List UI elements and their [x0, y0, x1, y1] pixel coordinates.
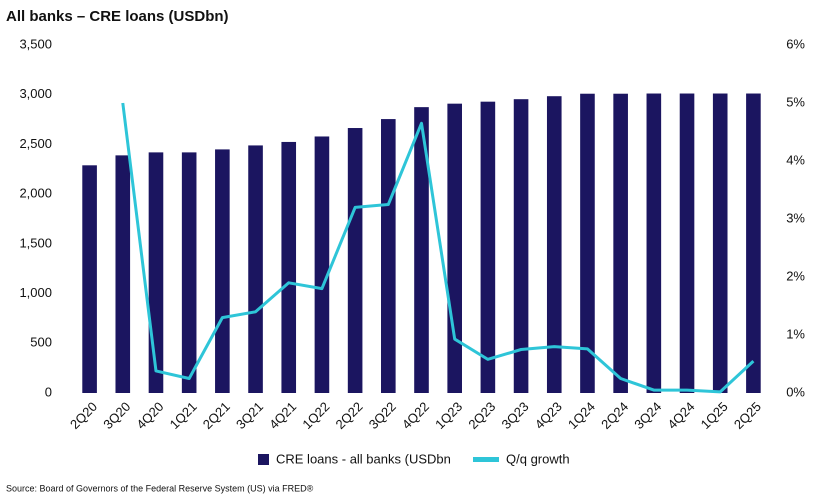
x-tick-label: 3Q20: [100, 399, 133, 432]
line: [121, 102, 755, 394]
x-tick-label: 4Q21: [266, 399, 299, 432]
y2-tick-label: 1%: [786, 326, 805, 341]
x-tick-label: 3Q22: [366, 399, 399, 432]
y2-tick-label: 4%: [786, 152, 805, 167]
y2-tick-label: 2%: [786, 268, 805, 283]
bar: [447, 103, 462, 394]
y-tick-label: 2,000: [19, 186, 52, 201]
bar: [679, 93, 695, 393]
source: Source: Board of Governors of the Federa…: [6, 483, 314, 493]
x-tick-label: 1Q24: [565, 399, 598, 432]
x-tick-label: 2Q25: [731, 399, 764, 432]
bar: [712, 93, 728, 393]
chart-title: All banks – CRE loans (USDbn): [6, 8, 229, 25]
bar: [546, 96, 562, 393]
x-tick-label: 4Q20: [133, 399, 166, 432]
bar: [215, 149, 230, 393]
bar: [746, 93, 761, 393]
x-tick-label: 4Q24: [664, 399, 697, 432]
y2-tick-label: 0%: [786, 384, 805, 399]
bar: [281, 141, 297, 393]
bar: [82, 165, 97, 393]
y-tick-label: 500: [30, 335, 52, 350]
x-tick-label: 2Q20: [67, 399, 100, 432]
y-tick-label: 1,000: [19, 285, 52, 300]
x-tick-label: 2Q22: [333, 399, 366, 432]
y2-tick-label: 3%: [786, 210, 805, 225]
x-tick-label: 4Q23: [532, 399, 565, 432]
bar: [513, 99, 529, 393]
bar: [414, 107, 429, 394]
legend-swatch: [258, 454, 269, 465]
x-tick-label: 1Q21: [167, 399, 200, 432]
bar: [181, 152, 197, 393]
bar: [480, 101, 496, 393]
legend-label: CRE loans - all banks (USDbn: [276, 451, 451, 466]
bar: [115, 155, 131, 393]
x-tick-label: 3Q21: [233, 399, 266, 432]
bar: [381, 119, 396, 394]
y-tick-label: 2,500: [19, 136, 52, 151]
y2-tick-label: 5%: [786, 94, 805, 109]
bar: [248, 145, 263, 393]
x-tick-label: 2Q24: [598, 399, 631, 432]
legend-label: Q/q growth: [506, 451, 570, 466]
x-tick-label: 3Q24: [631, 399, 664, 432]
bar: [314, 136, 330, 393]
x-tick-label: 1Q22: [299, 399, 332, 432]
y2-tick-label: 6%: [786, 36, 805, 51]
bar: [646, 93, 662, 393]
y-tick-label: 1,500: [19, 235, 52, 250]
x-tick-label: 4Q22: [399, 399, 432, 432]
x-tick-label: 2Q23: [465, 399, 498, 432]
y-tick-label: 3,500: [19, 36, 52, 51]
x-tick-label: 2Q21: [200, 399, 233, 432]
bar: [347, 128, 363, 393]
bar: [613, 93, 628, 393]
x-tick-label: 3Q23: [499, 399, 532, 432]
bar: [148, 152, 164, 393]
x-tick-label: 1Q25: [698, 399, 731, 432]
y-tick-label: 0: [45, 384, 52, 399]
bar: [580, 93, 595, 393]
y-tick-label: 3,000: [19, 86, 52, 101]
x-tick-label: 1Q23: [432, 399, 465, 432]
